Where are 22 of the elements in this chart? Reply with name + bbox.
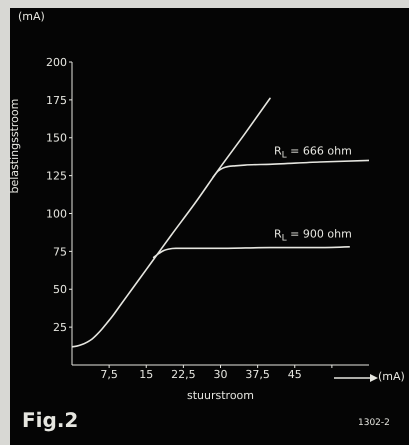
x-tick-label: 30	[214, 368, 228, 381]
y-tick-label: 125	[46, 170, 67, 183]
x-axis-title: stuurstroom	[186, 389, 254, 402]
text: (mA)	[378, 370, 405, 383]
y-tick-label: 50	[53, 283, 67, 296]
y-tick-label: 75	[53, 245, 67, 258]
y-tick-label: 25	[53, 321, 67, 334]
y-axis-title: belastingsstroom	[8, 98, 21, 194]
y-tick-label: 100	[46, 207, 67, 220]
text: 1302-2	[358, 418, 390, 428]
text: (mA)	[18, 10, 45, 23]
series-label: R$_{L}$ = 666 ohm	[274, 144, 352, 160]
y-tick-label: 150	[46, 132, 67, 145]
x-tick-label: 37,5	[245, 368, 270, 381]
y-tick-label: 200	[46, 56, 67, 69]
x-tick-label: 15	[139, 368, 154, 381]
x-tick-label: 45	[288, 368, 302, 381]
series-label: R$_{L}$ = 900 ohm	[274, 228, 352, 244]
y-tick-label: 175	[46, 94, 67, 107]
x-tick-label: 22,5	[171, 368, 196, 381]
caption: Fig.2	[22, 408, 78, 432]
x-tick-label: 7,5	[100, 368, 118, 381]
